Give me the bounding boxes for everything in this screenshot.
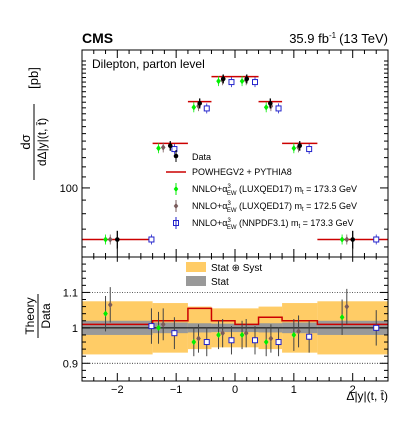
legend-stat-band-label: Stat [211, 277, 229, 288]
top-ylabel-unit: [pb] [26, 67, 41, 89]
x-tick-label: 2 [350, 384, 356, 396]
legend: Data POWHEGV2 + PYTHIA8 NNLO+α3 EW (LUXQE… [166, 150, 357, 231]
top-ylabel-numerator: dσ [18, 134, 33, 149]
top-luxqed-1725-point [344, 236, 350, 243]
x-tick-label: 1 [291, 384, 297, 396]
data-point [197, 101, 202, 106]
ratio-nnpdf-point [228, 337, 235, 344]
ratio-luxqed-1725-point [107, 301, 113, 309]
ratio-luxqed-1733-point [291, 331, 297, 339]
top-luxqed-1733-point [239, 77, 245, 85]
top-luxqed-1733-point [216, 77, 221, 85]
ratio-luxqed-1725-point [160, 321, 166, 328]
legend-total-band-label: Stat ⊕ Syst [211, 263, 262, 274]
data-point [268, 101, 273, 106]
bottom-y-tick-label: 1.1 [63, 287, 78, 299]
ratio-luxqed-1725-point [296, 328, 301, 335]
x-tick-label: 0 [232, 384, 238, 396]
ratio-luxqed-1733-point [103, 310, 108, 317]
data-point [167, 143, 173, 149]
legend-luxqed-1725-marker [173, 203, 179, 209]
top-nnpdf-point [171, 146, 178, 153]
data-point [115, 237, 120, 242]
top-luxqed-1733-point [191, 104, 197, 111]
ratio-luxqed-1725-point [196, 335, 201, 342]
legend-luxqed-1725-label: NNLO+α3 EW (LUXQED17) mt = 172.5 GeV [192, 201, 357, 214]
top-nnpdf-point [252, 79, 259, 86]
ratio-luxqed-1725-point [268, 335, 274, 342]
top-luxqed-1725-point [107, 236, 113, 243]
ratio-powheg-step-line [82, 307, 388, 326]
data-point [297, 143, 303, 149]
ratio-luxqed-1733-point [239, 331, 245, 339]
x-tick-label: −1 [170, 384, 183, 396]
top-nnpdf-point [306, 146, 313, 153]
ratio-nnpdf-point [203, 339, 210, 346]
bottom-ylabel: Theory Data [23, 294, 53, 338]
tick-layer: −2 −1 0 1 2 100 0.9 1 1.1 [60, 50, 389, 396]
luminosity-label: 35.9 fb-1 (13 TeV) [289, 31, 388, 46]
x-axis-label: Δ|y|(t, t̄) [346, 389, 388, 403]
data-point [350, 237, 355, 242]
ratio-nnpdf-point [306, 333, 313, 340]
ratio-nnpdf-point [171, 330, 178, 337]
legend-stat-band-swatch [186, 276, 206, 286]
top-luxqed-1733-point [263, 104, 269, 111]
top-luxqed-1733-point [103, 236, 108, 243]
top-nnpdf-point [148, 236, 155, 243]
top-ylabel-denominator: dΔ|y|(t, t̄) [35, 118, 49, 166]
data-point [244, 76, 250, 82]
ratio-nnpdf-point [148, 323, 155, 330]
legend-luxqed-1733-label: NNLO+α3 EW (LUXQED17) mt = 173.3 GeV [192, 184, 357, 197]
top-nnpdf-point [373, 236, 380, 243]
legend-nnpdf-marker [173, 220, 179, 226]
channel-annotation: Dilepton, parton level [92, 57, 205, 71]
bottom-y-tick-label: 1 [72, 323, 78, 335]
ratio-luxqed-1733-point [263, 338, 269, 346]
legend-data-marker [173, 153, 179, 159]
top-y-tick-label: 100 [60, 183, 78, 195]
bottom-ylabel-numerator: Theory [23, 297, 37, 334]
ratio-luxqed-1733-point [339, 314, 345, 321]
ratio-nnpdf-point [275, 339, 282, 346]
top-nnpdf-point [203, 105, 210, 112]
legend-data-label: Data [192, 152, 211, 162]
bottom-ylabel-denominator: Data [39, 303, 53, 329]
experiment-label: CMS [82, 30, 113, 46]
data-point [220, 76, 226, 82]
ratio-luxqed-1725-point [220, 329, 225, 337]
data-mark-layer [82, 74, 388, 357]
ratio-luxqed-1725-point [243, 329, 249, 337]
ratio-luxqed-1725-point [344, 303, 350, 310]
legend-nnpdf-label: NNLO+α3 EW (NNPDF3.1) mt = 173.3 GeV [192, 218, 353, 231]
top-luxqed-1733-point [156, 145, 161, 152]
top-nnpdf-point [275, 105, 282, 112]
top-luxqed-1733-point [339, 236, 345, 243]
ratio-legend: Stat ⊕ Syst Stat [186, 262, 262, 288]
bottom-y-tick-label: 0.9 [63, 358, 78, 370]
ratio-luxqed-1733-point [156, 324, 161, 332]
ratio-luxqed-1733-point [191, 338, 197, 346]
top-nnpdf-point [228, 79, 235, 86]
x-tick-label: −2 [111, 384, 124, 396]
legend-total-band-swatch [186, 262, 206, 272]
legend-luxqed-1733-marker [173, 186, 179, 192]
top-luxqed-1725-point [160, 144, 166, 151]
ratio-nnpdf-point [373, 324, 380, 331]
legend-powheg-label: POWHEGV2 + PYTHIA8 [192, 167, 292, 177]
ratio-luxqed-1733-point [216, 331, 221, 339]
top-ylabel: dσ dΔ|y|(t, t̄) [pb] [18, 67, 49, 180]
ratio-nnpdf-point [252, 337, 259, 344]
top-luxqed-1733-point [291, 145, 297, 152]
